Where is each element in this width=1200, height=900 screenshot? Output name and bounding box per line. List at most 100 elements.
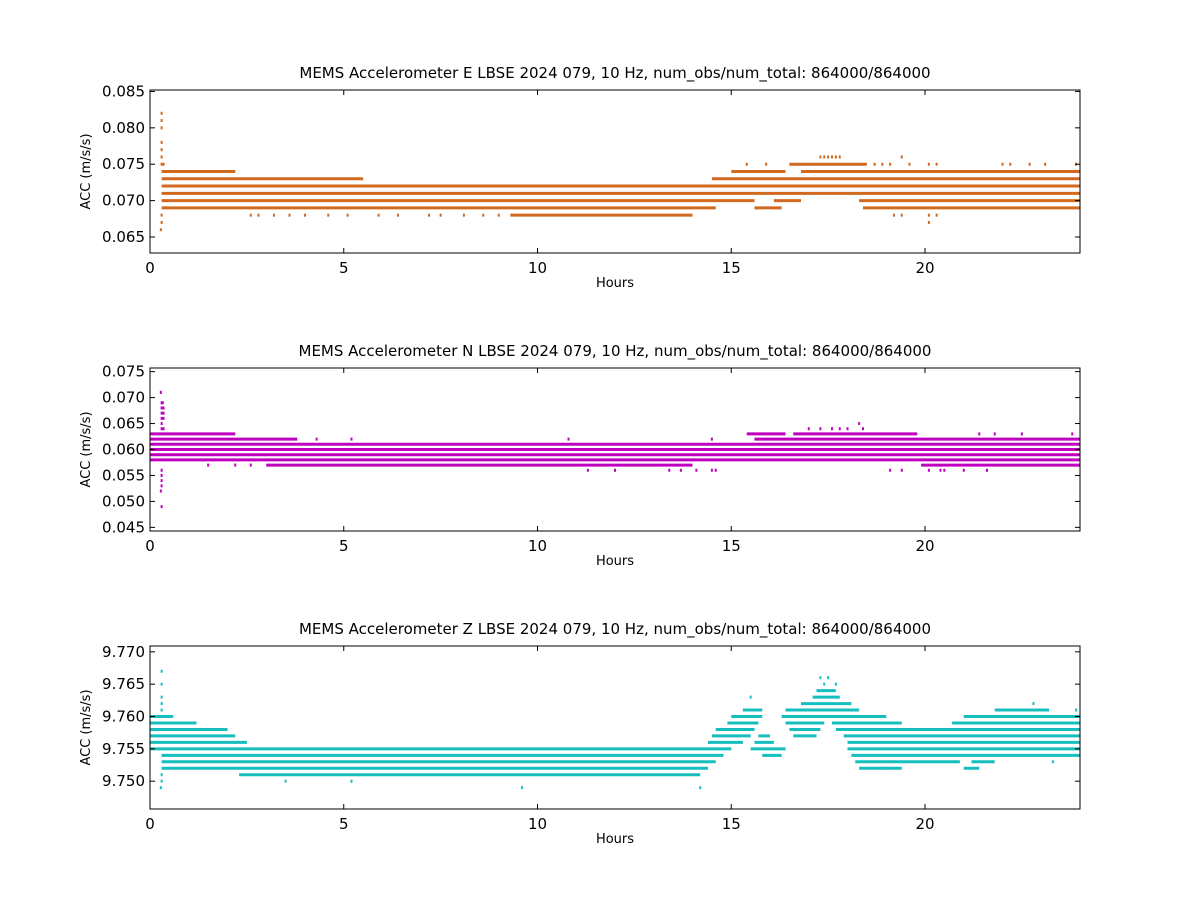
- data-point: [838, 155, 841, 159]
- data-point: [160, 416, 163, 420]
- data-point: [614, 468, 616, 472]
- data-point: [397, 213, 399, 217]
- data-point: [160, 427, 163, 431]
- data-point: [162, 406, 165, 410]
- axis-ticks: 0 5 10 15 20 9.750 9.755 9.760 9.765 9.770: [102, 643, 1080, 833]
- y-tick-label: 9.750: [102, 772, 145, 790]
- y-tick-label: 0.055: [102, 466, 145, 484]
- x-tick-label: 0: [145, 537, 155, 555]
- chart-title: MEMS Accelerometer Z LBSE 2024 079, 10 H…: [299, 620, 931, 639]
- y-tick-label: 0.070: [102, 192, 145, 210]
- chart-title: MEMS Accelerometer E LBSE 2024 079, 10 H…: [299, 64, 930, 83]
- data-point: [668, 468, 671, 472]
- y-axis-label: ACC (m/s/s): [79, 689, 94, 765]
- data-point: [978, 432, 981, 436]
- data-point: [346, 213, 349, 217]
- data-point: [831, 427, 833, 431]
- data-point: [881, 766, 884, 770]
- x-axis-label: Hours: [596, 832, 634, 847]
- data-point: [257, 213, 260, 217]
- data-point: [927, 162, 930, 166]
- x-tick-label: 15: [722, 259, 741, 277]
- data-point: [160, 140, 163, 144]
- data-point: [873, 162, 876, 166]
- y-tick-label: 9.770: [102, 643, 145, 661]
- accelerometer-z-panel: MEMS Accelerometer Z LBSE 2024 079, 10 H…: [79, 620, 1081, 847]
- data-point: [1028, 162, 1031, 166]
- y-axis-label: ACC (m/s/s): [79, 133, 94, 209]
- data-point: [1071, 432, 1074, 436]
- data-point: [834, 155, 837, 159]
- data-point: [159, 489, 162, 493]
- plot-area: [150, 669, 1080, 790]
- data-point: [900, 155, 903, 159]
- x-tick-label: 10: [528, 815, 547, 833]
- y-tick-label: 0.070: [102, 389, 145, 407]
- data-point: [521, 786, 523, 790]
- data-point: [714, 468, 717, 472]
- data-point: [160, 708, 163, 712]
- data-point: [160, 779, 163, 783]
- data-point: [838, 427, 841, 431]
- data-point: [249, 463, 252, 467]
- data-point: [462, 213, 465, 217]
- data-point: [160, 702, 163, 706]
- data-point: [710, 468, 713, 472]
- data-point: [1001, 162, 1004, 166]
- data-point: [745, 162, 748, 166]
- data-point: [1051, 760, 1054, 764]
- data-point: [986, 468, 988, 472]
- x-tick-label: 10: [528, 537, 547, 555]
- data-point: [160, 126, 163, 130]
- data-point: [858, 422, 861, 426]
- data-point: [162, 416, 165, 420]
- data-point: [249, 213, 252, 217]
- data-point: [823, 682, 826, 686]
- data-point: [327, 213, 330, 217]
- data-point: [819, 676, 822, 680]
- data-point: [586, 468, 589, 472]
- x-tick-label: 0: [145, 259, 155, 277]
- y-tick-label: 0.075: [102, 363, 145, 381]
- data-point: [807, 427, 810, 431]
- data-point: [893, 213, 895, 217]
- x-tick-label: 20: [915, 259, 934, 277]
- data-point: [1020, 432, 1023, 436]
- data-point: [160, 484, 163, 488]
- data-point: [679, 468, 682, 472]
- data-point: [819, 427, 822, 431]
- x-axis-label: Hours: [596, 276, 634, 291]
- data-point: [939, 468, 942, 472]
- data-point: [823, 155, 826, 159]
- data-point: [160, 213, 163, 217]
- data-point: [207, 463, 210, 467]
- x-tick-label: 20: [915, 815, 934, 833]
- data-point: [160, 406, 163, 410]
- data-point: [160, 220, 163, 224]
- x-tick-label: 10: [528, 259, 547, 277]
- data-point: [377, 213, 380, 217]
- data-point: [765, 162, 768, 166]
- data-point: [160, 773, 163, 777]
- data-point: [350, 779, 353, 783]
- data-point: [935, 213, 938, 217]
- y-tick-label: 0.065: [102, 415, 145, 433]
- data-point: [160, 422, 163, 426]
- data-point: [497, 213, 500, 217]
- data-point: [273, 213, 275, 217]
- plot-area: [159, 111, 1080, 232]
- data-point: [862, 427, 864, 431]
- data-point: [159, 390, 162, 394]
- data-point: [160, 669, 163, 673]
- data-point: [288, 213, 291, 217]
- accelerometer-n-panel: MEMS Accelerometer N LBSE 2024 079, 10 H…: [79, 342, 1081, 569]
- x-tick-label: 5: [339, 259, 349, 277]
- data-point: [927, 468, 930, 472]
- data-point: [889, 468, 892, 472]
- data-point: [1009, 162, 1012, 166]
- data-point: [160, 155, 163, 159]
- data-point: [159, 228, 162, 232]
- data-point: [350, 437, 353, 441]
- data-point: [162, 427, 165, 431]
